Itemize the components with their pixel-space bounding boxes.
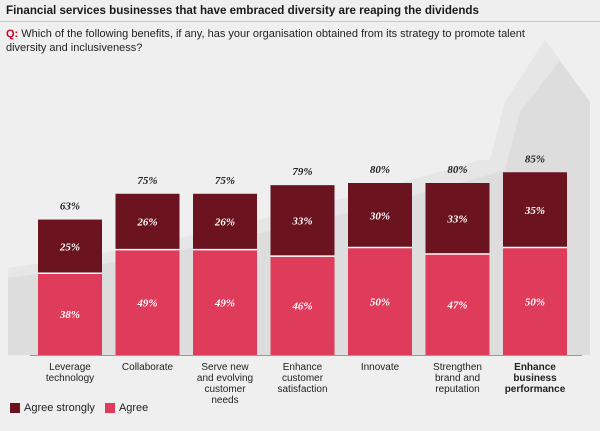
question-prefix: Q: bbox=[6, 28, 19, 40]
data-label-agree-3: 46% bbox=[291, 301, 312, 313]
category-label-0-0: Leverage bbox=[49, 362, 91, 373]
category-label-6-2: performance bbox=[505, 384, 566, 395]
bar-agree-strongly-0 bbox=[38, 219, 102, 274]
legend-label-agree-strongly: Agree strongly bbox=[24, 402, 95, 414]
total-label-5: 80% bbox=[447, 164, 467, 176]
data-label-agree-strongly-3: 33% bbox=[291, 216, 312, 228]
total-label-6: 85% bbox=[525, 153, 545, 165]
data-label-agree-4: 50% bbox=[370, 296, 390, 308]
total-label-2: 75% bbox=[215, 175, 235, 187]
bar-agree-strongly-3 bbox=[270, 185, 335, 257]
data-label-agree-5: 47% bbox=[446, 299, 467, 311]
category-label-1-0: Collaborate bbox=[122, 362, 174, 373]
bar-agree-2 bbox=[193, 249, 257, 355]
data-label-agree-6: 50% bbox=[525, 296, 545, 308]
category-label-2-3: needs bbox=[211, 395, 238, 406]
category-label-4-0: Innovate bbox=[361, 362, 400, 373]
data-label-agree-strongly-0: 25% bbox=[59, 241, 80, 253]
bar-agree-1 bbox=[115, 249, 180, 355]
data-label-agree-strongly-6: 35% bbox=[524, 205, 545, 217]
category-label-0-1: technology bbox=[46, 373, 94, 384]
total-label-4: 80% bbox=[370, 164, 390, 176]
data-label-agree-strongly-2: 26% bbox=[214, 217, 235, 229]
total-label-3: 79% bbox=[292, 166, 312, 178]
data-label-agree-2: 49% bbox=[214, 297, 235, 309]
legend-item-agree: Agree bbox=[104, 402, 149, 414]
legend-item-agree-strongly: Agree strongly bbox=[10, 402, 95, 414]
survey-question: Q: Which of the following benefits, if a… bbox=[6, 27, 566, 55]
legend-swatch-agree-strongly bbox=[10, 403, 20, 413]
category-label-6-1: business bbox=[513, 373, 557, 384]
category-label-3-0: Enhance bbox=[283, 362, 323, 373]
data-label-agree-strongly-1: 26% bbox=[136, 217, 157, 229]
data-label-agree-1: 49% bbox=[136, 297, 157, 309]
category-label-3-2: satisfaction bbox=[277, 384, 327, 395]
category-label-5-2: reputation bbox=[435, 384, 479, 395]
legend: Agree strongly Agree bbox=[10, 402, 158, 414]
total-label-0: 63% bbox=[60, 201, 80, 213]
data-label-agree-strongly-4: 30% bbox=[369, 210, 390, 222]
category-label-5-0: Strengthen bbox=[433, 362, 482, 373]
bar-agree-strongly-2 bbox=[193, 193, 257, 250]
bar-agree-3 bbox=[270, 256, 335, 355]
data-label-agree-0: 38% bbox=[59, 309, 80, 321]
category-label-2-0: Serve new bbox=[201, 362, 249, 373]
category-label-6-0: Enhance bbox=[514, 362, 556, 373]
legend-swatch-agree bbox=[104, 403, 115, 413]
question-text: Which of the following benefits, if any,… bbox=[6, 28, 525, 54]
bar-agree-5 bbox=[425, 253, 490, 355]
data-label-agree-strongly-5: 33% bbox=[446, 213, 467, 225]
chart-title: Financial services businesses that have … bbox=[6, 4, 479, 17]
bar-agree-strongly-5 bbox=[425, 183, 490, 254]
category-label-2-1: and evolving bbox=[197, 373, 253, 384]
category-label-3-1: customer bbox=[282, 373, 324, 384]
bar-agree-strongly-6 bbox=[503, 172, 567, 248]
bar-agree-strongly-4 bbox=[348, 183, 412, 248]
total-label-1: 75% bbox=[137, 175, 157, 187]
bar-agree-strongly-1 bbox=[115, 193, 180, 250]
title-divider bbox=[0, 21, 600, 22]
legend-label-agree: Agree bbox=[118, 402, 149, 414]
bar-agree-4 bbox=[348, 247, 412, 355]
bar-agree-0 bbox=[38, 273, 102, 355]
bar-agree-6 bbox=[503, 247, 567, 355]
category-label-2-2: customer bbox=[204, 384, 246, 395]
category-label-5-1: brand and bbox=[435, 373, 480, 384]
